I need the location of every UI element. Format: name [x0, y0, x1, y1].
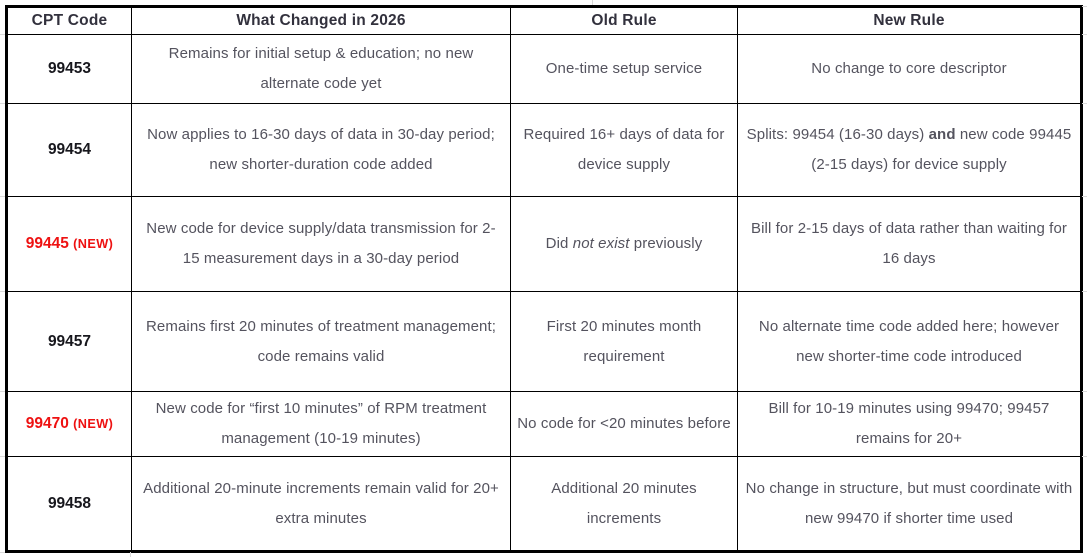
gridline-stub — [1082, 6, 1087, 7]
cell-text: New code for device supply/data transmis… — [146, 220, 496, 267]
cell-text: Remains for initial setup & education; n… — [168, 45, 474, 92]
old-rule-cell: Required 16+ days of data for device sup… — [510, 103, 738, 197]
cell-text: No change in structure, but must coordin… — [745, 479, 1073, 527]
cell-text: Did — [545, 235, 573, 252]
gridline-stub — [0, 34, 5, 35]
cpt-code: 99454 — [47, 141, 92, 158]
table-row: 99458 Additional 20-minute increments rem… — [6, 456, 1082, 552]
new-rule-cell: Bill for 10-19 minutes using 99470; 9945… — [737, 391, 1082, 457]
cell-text: Required 16+ days of data for device sup… — [523, 126, 725, 173]
cell-text: Additional 20 minutes increments — [551, 479, 697, 527]
new-rule-cell: Splits: 99454 (16-30 days) and new code … — [737, 103, 1082, 197]
cell-text: First 20 minutes month requirement — [546, 317, 702, 365]
cell-text: One-time setup service — [545, 60, 703, 77]
table-row: 99454 Now applies to 16-30 days of data i… — [6, 103, 1082, 197]
gridline-stub — [1082, 103, 1087, 104]
cell-text: Splits: 99454 (16-30 days) — [746, 126, 929, 143]
gridline-stub — [0, 291, 5, 292]
new-code-badge: (NEW) — [73, 416, 114, 431]
what-changed-cell: Additional 20-minute increments remain v… — [131, 456, 511, 552]
cpt-code: 99453 — [47, 60, 92, 77]
gridline-stub — [1082, 196, 1087, 197]
cell-text: No alternate time code added here; howev… — [758, 317, 1060, 365]
gridline-stub — [1082, 34, 1087, 35]
new-rule-cell: No alternate time code added here; howev… — [737, 291, 1082, 392]
gridline-stub — [130, 552, 131, 557]
cell-text: Bill for 10-19 minutes using 99470; 9945… — [768, 400, 1050, 447]
cpt-code: 99458 — [47, 494, 92, 512]
old-rule-cell: One-time setup service — [510, 34, 738, 104]
what-changed-cell: New code for device supply/data transmis… — [131, 196, 511, 292]
old-rule-cell: First 20 minutes month requirement — [510, 291, 738, 392]
gridline-stub — [1082, 391, 1087, 392]
cell-text: Additional 20-minute increments remain v… — [143, 479, 499, 527]
cpt-code: 99457 — [47, 332, 92, 350]
gridline-stub — [592, 0, 593, 5]
column-header-cpt-code: CPT Code — [6, 6, 132, 35]
cpt-code-cell: 99458 — [6, 456, 132, 552]
old-rule-cell: Additional 20 minutes increments — [510, 456, 738, 552]
cell-text: No code for <20 minutes before — [517, 415, 731, 432]
new-code-badge: (NEW) — [73, 236, 114, 251]
new-rule-cell: Bill for 2-15 days of data rather than w… — [737, 196, 1082, 292]
cpt-code: 99445 — [25, 235, 69, 252]
cpt-code-cell: 99454 — [6, 103, 132, 197]
cell-text: New code for “first 10 minutes” of RPM t… — [155, 400, 487, 447]
italic-text: not exist — [572, 235, 630, 252]
column-header-old-rule: Old Rule — [510, 6, 738, 35]
what-changed-cell: Remains for initial setup & education; n… — [131, 34, 511, 104]
gridline-stub — [1082, 291, 1087, 292]
new-rule-cell: No change to core descriptor — [737, 34, 1082, 104]
what-changed-cell: Remains first 20 minutes of treatment ma… — [131, 291, 511, 392]
column-header-what-changed: What Changed in 2026 — [131, 6, 511, 35]
gridline-stub — [1082, 456, 1087, 457]
column-header-new-rule: New Rule — [737, 6, 1082, 35]
old-rule-cell: Did not exist previously — [510, 196, 738, 292]
table-header: CPT Code What Changed in 2026 Old Rule N… — [6, 6, 1082, 35]
gridline-stub — [0, 456, 5, 457]
cell-text: new code 99445 (2-15 days) for device su… — [811, 126, 1072, 173]
cpt-code-cell: 99453 — [6, 34, 132, 104]
cell-text: Bill for 2-15 days of data rather than w… — [750, 220, 1067, 267]
old-rule-cell: No code for <20 minutes before — [510, 391, 738, 457]
table-row: 99457 Remains first 20 minutes of treatme… — [6, 291, 1082, 392]
cpt-code-cell: 99445 (NEW) — [6, 196, 132, 292]
cpt-comparison-table: CPT Code What Changed in 2026 Old Rule N… — [5, 5, 1083, 553]
cell-text: No change to core descriptor — [811, 60, 1007, 77]
header-row: CPT Code What Changed in 2026 Old Rule N… — [6, 6, 1082, 35]
cpt-code-cell: 99470 (NEW) — [6, 391, 132, 457]
table-row: 99470 (NEW) New code for “first 10 minute… — [6, 391, 1082, 457]
cell-text: Now applies to 16-30 days of data in 30-… — [147, 126, 495, 173]
gridline-stub — [0, 391, 5, 392]
bold-text: and — [928, 126, 956, 143]
gridline-stub — [0, 103, 5, 104]
what-changed-cell: Now applies to 16-30 days of data in 30-… — [131, 103, 511, 197]
cpt-code: 99470 — [25, 415, 69, 432]
table-body: 99453 Remains for initial setup & educati… — [6, 34, 1082, 552]
new-rule-cell: No change in structure, but must coordin… — [737, 456, 1082, 552]
table-row: 99445 (NEW) New code for device supply/da… — [6, 196, 1082, 292]
cpt-code-cell: 99457 — [6, 291, 132, 392]
gridline-stub — [0, 196, 5, 197]
cell-text: previously — [629, 235, 703, 252]
what-changed-cell: New code for “first 10 minutes” of RPM t… — [131, 391, 511, 457]
gridline-stub — [0, 552, 5, 553]
table-row: 99453 Remains for initial setup & educati… — [6, 34, 1082, 104]
cell-text: Remains first 20 minutes of treatment ma… — [145, 317, 497, 365]
